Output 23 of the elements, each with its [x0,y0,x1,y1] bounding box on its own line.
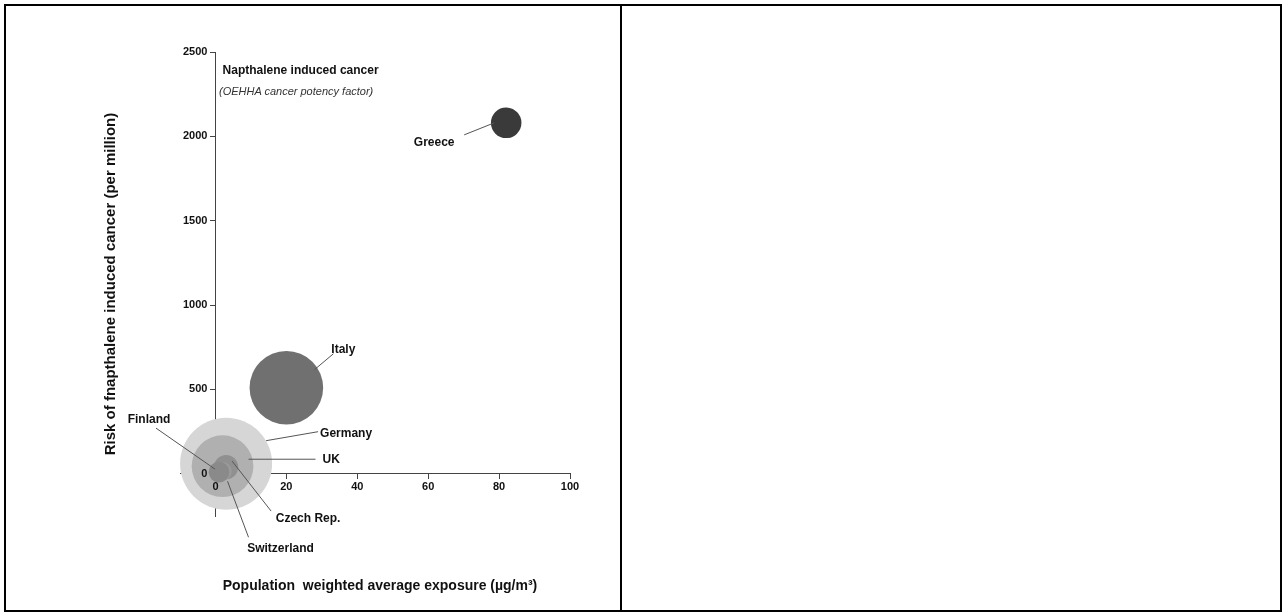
y-tick-label: 500 [189,382,208,395]
text: Germany [320,426,373,441]
y-tick-label: 1500 [182,213,208,226]
x-tick-label: 80 [492,480,506,493]
text: UK [322,451,341,466]
x-tick-label: 0 [212,480,219,493]
x-tick-label: 20 [280,480,293,493]
x-tick-label: 100 [560,480,580,493]
text: Greece [413,135,455,150]
text: Czech Rep. [275,511,341,526]
text: Switzerland [247,540,314,555]
y-axis-title: Risk of fnapthalene induced cancer (per million) [101,112,119,456]
text: Finland [127,412,171,427]
x-tick-label: 40 [351,480,364,493]
text: Napthalene induced cancer [222,62,379,77]
y-tick-label: 2500 [182,45,208,58]
y-tick-label: 1000 [182,298,208,311]
y-tick-label: 2000 [182,129,208,142]
x-tick-label: 60 [422,480,435,493]
series-label: Italy [331,342,356,357]
text: (OEHHA cancer potency factor) [219,84,374,97]
y-tick-label: 0 [201,466,208,479]
x-axis-title: Population weighted average exposure (µg/m³) [222,576,538,593]
